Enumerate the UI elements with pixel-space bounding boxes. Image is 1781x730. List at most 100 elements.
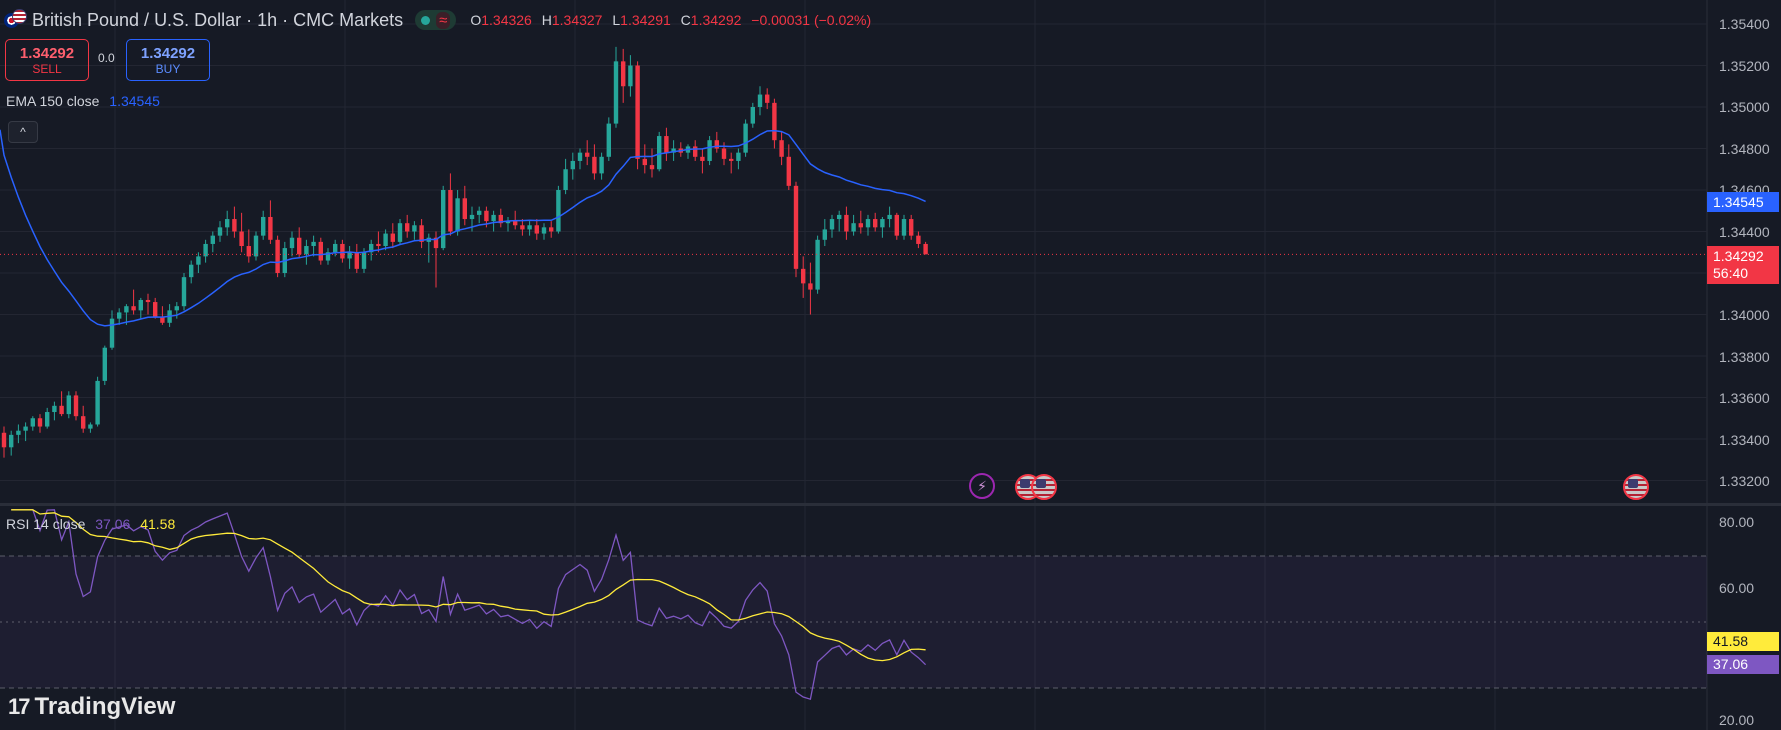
candle-body — [534, 225, 539, 234]
sell-button[interactable]: 1.34292 SELL — [5, 39, 89, 81]
candle — [448, 173, 453, 236]
candle — [887, 206, 892, 228]
us-flag-event-icon[interactable] — [1623, 474, 1649, 500]
symbol-title[interactable]: British Pound / U.S. Dollar · 1h · CMC M… — [32, 9, 404, 30]
candle-body — [520, 225, 525, 230]
candle-body — [477, 210, 482, 215]
candle — [145, 293, 151, 315]
price-axis-label: 1.34000 — [1719, 307, 1770, 323]
market-status-badge[interactable]: ≈ — [415, 10, 457, 30]
candle-body — [498, 214, 503, 224]
ohlc-low-value: 1.34291 — [620, 12, 671, 28]
candle — [527, 221, 532, 236]
candle — [153, 297, 158, 319]
candle-body — [635, 65, 640, 159]
candle — [693, 140, 698, 161]
candle-body — [145, 299, 151, 303]
ohlc-open-key: O — [470, 12, 482, 28]
candle-body — [549, 227, 554, 232]
candle-body — [916, 235, 921, 244]
candle — [556, 185, 561, 234]
candle-body — [189, 264, 194, 278]
candle — [815, 235, 820, 294]
candle — [664, 127, 669, 161]
tradingview-logo[interactable]: 17 TradingView — [8, 693, 175, 721]
symbol-legend[interactable]: British Pound / U.S. Dollar · 1h · CMC M… — [4, 8, 877, 32]
candle-body — [469, 214, 475, 220]
candle-body — [73, 395, 79, 417]
candle — [477, 206, 482, 224]
candle-body — [30, 418, 35, 427]
candle — [657, 131, 662, 172]
ema-legend[interactable]: EMA 150 close 1.34545 — [6, 93, 160, 109]
candle — [275, 235, 280, 278]
candle-body — [405, 223, 410, 232]
candle-body — [376, 243, 381, 247]
candle — [261, 210, 266, 240]
candle-body — [613, 61, 619, 124]
candle — [37, 414, 43, 433]
candle-body — [124, 306, 129, 313]
candle-body — [217, 227, 223, 236]
candle-body — [16, 430, 21, 435]
candle — [851, 214, 856, 236]
candle — [621, 48, 626, 103]
collapse-legend-button[interactable]: ^ — [8, 121, 38, 143]
ema-price-tag: 1.34545 — [1707, 192, 1779, 212]
candle-body — [333, 243, 338, 253]
rsi-axis-label: 20.00 — [1719, 712, 1755, 728]
candle — [520, 219, 525, 236]
candle-body — [577, 152, 583, 161]
candle — [685, 144, 691, 159]
candle-body — [801, 268, 806, 284]
candle — [592, 144, 597, 180]
candle-body — [81, 416, 86, 429]
candle — [138, 297, 143, 319]
candle-body — [462, 198, 467, 220]
lightning-event-icon[interactable]: ⚡ — [969, 473, 995, 499]
candle — [325, 248, 331, 265]
candle — [909, 214, 914, 240]
candle-body — [1, 432, 7, 448]
candle-body — [484, 210, 489, 222]
candle — [750, 102, 755, 128]
candle-body — [383, 233, 388, 247]
candle-body — [513, 221, 518, 226]
candle — [189, 260, 194, 284]
tradingview-logo-text: TradingView — [34, 693, 176, 720]
candle-body — [880, 219, 885, 228]
bar-countdown: 56:40 — [1713, 265, 1749, 281]
sell-label: SELL — [32, 61, 62, 76]
candle — [736, 148, 741, 170]
candle-body — [390, 233, 395, 242]
candle — [253, 231, 259, 261]
rsi-axis-label: 60.00 — [1719, 580, 1755, 596]
candle-body — [304, 246, 309, 255]
candle — [405, 214, 410, 238]
buy-button[interactable]: 1.34292 BUY — [126, 39, 210, 81]
us-flag-event-icon[interactable] — [1031, 474, 1057, 500]
ohlc-high-key: H — [541, 12, 552, 28]
candle — [549, 221, 554, 238]
price-axis-label: 1.33800 — [1719, 349, 1770, 365]
candle-body — [822, 229, 827, 240]
market-open-dot-icon — [421, 15, 431, 25]
rsi-legend[interactable]: RSI 14 close 37.06 41.58 — [6, 516, 175, 532]
candle-body — [203, 243, 208, 257]
candle-body — [851, 223, 856, 232]
candle — [822, 219, 827, 247]
buy-price: 1.34292 — [140, 44, 196, 62]
candle-body — [909, 219, 914, 236]
candle-body — [311, 241, 316, 247]
candle — [642, 144, 647, 174]
candle — [66, 391, 71, 419]
candle-body — [793, 185, 799, 269]
candle-body — [563, 169, 568, 190]
rsi-pane — [0, 509, 1707, 701]
candle — [599, 152, 604, 180]
candle — [534, 219, 539, 240]
candle-body — [210, 235, 215, 244]
candle-body — [693, 146, 698, 157]
candle-body — [318, 241, 323, 261]
